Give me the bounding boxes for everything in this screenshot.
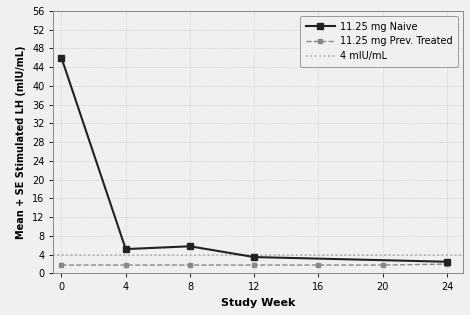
Y-axis label: Mean + SE Stimulated LH (mIU/mL): Mean + SE Stimulated LH (mIU/mL) — [16, 45, 26, 239]
X-axis label: Study Week: Study Week — [221, 298, 296, 308]
Legend: 11.25 mg Naive, 11.25 mg Prev. Treated, 4 mIU/mL: 11.25 mg Naive, 11.25 mg Prev. Treated, … — [300, 16, 458, 67]
